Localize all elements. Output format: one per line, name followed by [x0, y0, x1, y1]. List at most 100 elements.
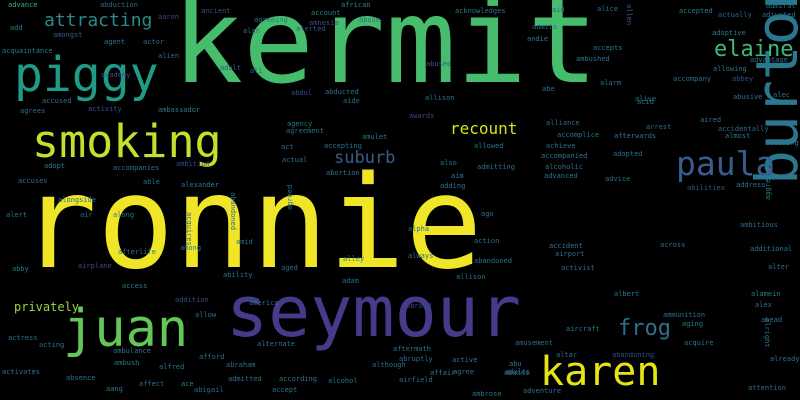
word-abilities: abilities: [687, 184, 725, 192]
word-alan: alan: [243, 27, 260, 35]
word-always: always: [408, 252, 434, 260]
word-abandoning: abandoning: [612, 351, 655, 359]
word-accepts: accepts: [593, 44, 623, 52]
word-abandoned: abandoned: [229, 192, 237, 230]
word-afford: afford: [199, 353, 225, 361]
word-alex: alex: [755, 301, 772, 309]
word-amusement: amusement: [515, 339, 553, 347]
word-accompany: accompany: [673, 75, 711, 83]
word-privately: privately: [14, 300, 80, 314]
word-accept: accept: [272, 386, 298, 394]
word-altar: altar: [556, 351, 578, 359]
word-agreement: agreement: [286, 127, 324, 135]
word-alter: alter: [768, 263, 790, 271]
word-amongst: amongst: [53, 31, 83, 39]
word-allowed: allowed: [474, 142, 504, 150]
word-ancient: ancient: [201, 7, 231, 15]
word-frog: frog: [618, 316, 671, 341]
word-access: access: [122, 282, 148, 290]
word-abandoned: abandoned: [474, 257, 512, 265]
word-abducted: abducted: [325, 88, 359, 96]
word-aged: aged: [281, 264, 298, 272]
word-alongside: alongside: [58, 196, 96, 204]
word-abduction: abduction: [100, 1, 138, 9]
word-actress: actress: [8, 334, 38, 342]
word-alley: alley: [343, 255, 365, 263]
word-suburb: suburb: [334, 148, 396, 168]
word-amulet: amulet: [362, 133, 388, 141]
word-allison: allison: [456, 273, 486, 281]
word-although: although: [372, 361, 406, 369]
word-according: according: [279, 375, 317, 383]
word-admitting: admitting: [477, 163, 515, 171]
word-ahead: ahead: [761, 316, 783, 324]
word-accepting: accepting: [324, 142, 362, 150]
word-account: account: [311, 9, 341, 17]
word-actually: actually: [718, 11, 752, 19]
word-airport: airport: [555, 250, 585, 258]
word-abraham: abraham: [226, 361, 256, 369]
word-alec: alec: [773, 91, 790, 99]
word-ace: ace: [181, 380, 194, 388]
word-adult: adult: [220, 64, 242, 72]
word-actual: actual: [282, 156, 308, 164]
word-aaron: aaron: [158, 13, 180, 21]
word-ability: ability: [223, 271, 253, 279]
word-adoptive: adoptive: [712, 29, 746, 37]
word-african: african: [341, 1, 371, 9]
word-agree: agree: [453, 368, 475, 376]
word-abby: abby: [12, 265, 29, 273]
word-addition: addition: [175, 296, 209, 304]
word-alliance: alliance: [546, 119, 580, 127]
word-juan: juan: [63, 299, 189, 359]
word-america: america: [249, 299, 279, 307]
word-accused: accused: [42, 97, 72, 105]
word-airplane: airplane: [78, 262, 112, 270]
word-abused: abused: [426, 60, 452, 68]
word-adam: adam: [342, 277, 359, 285]
word-admitted: admitted: [228, 375, 262, 383]
word-alamein: alamein: [751, 290, 781, 298]
word-action: action: [474, 237, 500, 245]
word-agency: agency: [287, 120, 313, 128]
word-advice: advice: [605, 175, 631, 183]
word-air: air: [80, 211, 93, 219]
word-accomplice: accomplice: [557, 131, 600, 139]
word-abruptly: abruptly: [399, 355, 433, 363]
word-accompanies: accompanies: [113, 164, 160, 172]
word-already: already: [770, 355, 800, 363]
word-abortion: abortion: [326, 169, 360, 177]
word-agreed: agreed: [286, 184, 294, 210]
word-afterwards: afterwards: [614, 132, 657, 140]
word-adults: adults: [505, 368, 531, 376]
word-allowing: allowing: [713, 65, 747, 73]
word-address: address: [736, 181, 766, 189]
word-attracting: attracting: [44, 10, 153, 31]
word-amnesia: amnesia: [309, 19, 339, 27]
word-ambition: ambition: [176, 160, 210, 168]
word-acquire: acquire: [684, 339, 714, 347]
word-adopted: adopted: [613, 150, 643, 158]
word-actor: actor: [143, 38, 165, 46]
word-achieve: achieve: [546, 142, 576, 150]
word-acting: acting: [39, 341, 65, 349]
word-across: across: [660, 241, 686, 249]
word-alright: alright: [763, 318, 771, 348]
word-amid: amid: [236, 238, 253, 246]
word-ronnie: ronnie: [20, 149, 483, 298]
word-alerted: alerted: [296, 25, 326, 33]
word-alexander: alexander: [181, 181, 219, 189]
word-accuses: accuses: [18, 177, 48, 185]
word-activates: activates: [2, 368, 40, 376]
word-advanced: advanced: [544, 172, 578, 180]
word-aired: aired: [700, 116, 722, 124]
word-accident: accident: [549, 242, 583, 250]
word-seymour: seymour: [226, 271, 522, 353]
word-albert: albert: [614, 290, 640, 298]
word-afterlife: afterlife: [118, 248, 156, 256]
word-ago: ago: [481, 210, 494, 218]
word-adopt: adopt: [44, 162, 66, 170]
word-abusive: abusive: [733, 93, 763, 101]
word-attention: attention: [748, 384, 786, 392]
